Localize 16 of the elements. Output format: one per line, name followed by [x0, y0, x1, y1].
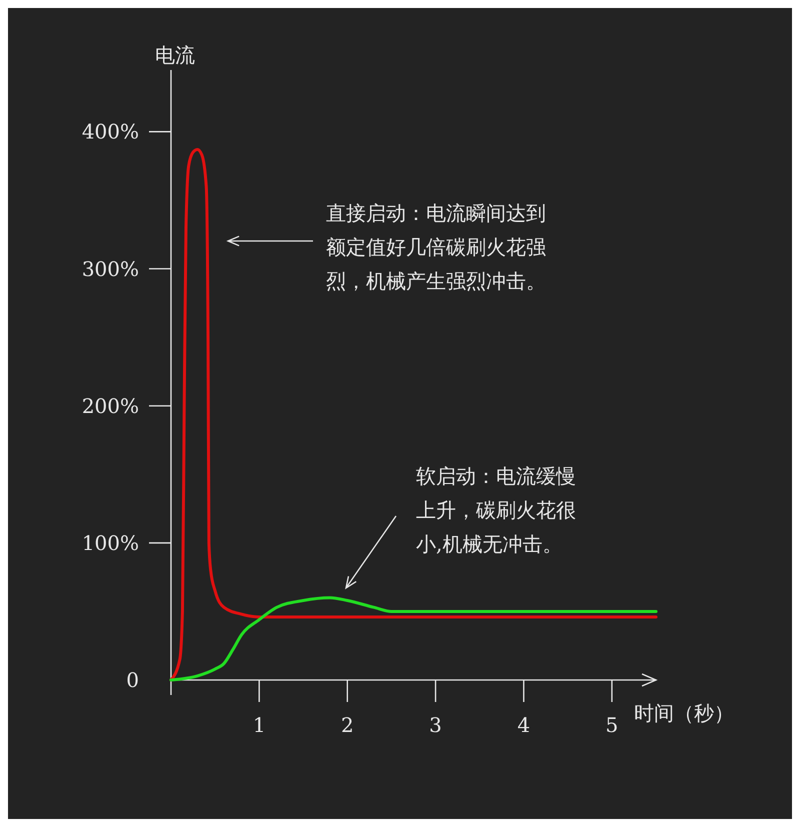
annotation: 软启动：电流缓慢上升，碳刷火花很小,机械无冲击。 [416, 464, 576, 556]
x-tick-label: 2 [340, 713, 354, 737]
y-tick-label: 400% [82, 120, 139, 144]
y-axis-title: 电流 [155, 43, 195, 67]
x-tick-label: 1 [252, 713, 266, 737]
x-tick-label: 4 [517, 713, 530, 737]
y-tick-label: 100% [82, 530, 139, 555]
line-series [170, 596, 658, 682]
x-axis-title: 时间（秒） [634, 701, 734, 725]
annotation: 直接启动：电流瞬间达到额定值好几倍碳刷火花强烈，机械产生强烈冲击。 [326, 201, 546, 293]
y-tick-label: 300% [82, 256, 139, 281]
y-tick-label: 0 [126, 668, 139, 692]
y-tick-label: 200% [82, 394, 139, 418]
x-tick-label: 3 [429, 713, 442, 737]
x-tick-label: 5 [606, 713, 618, 737]
line-series [170, 148, 658, 682]
